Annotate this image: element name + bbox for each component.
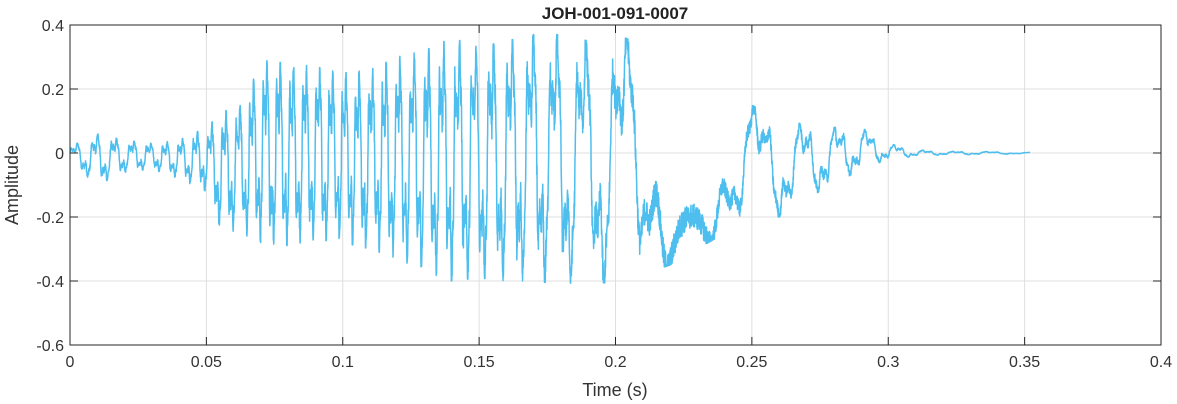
- x-tick-label: 0.25: [736, 354, 767, 371]
- x-tick-label: 0.3: [877, 354, 899, 371]
- y-tick-label: 0: [55, 146, 64, 163]
- y-tick-label: 0.4: [42, 18, 64, 35]
- x-tick-label: 0.35: [1009, 354, 1040, 371]
- x-tick-label: 0.4: [1150, 354, 1172, 371]
- x-tick-labels: 0 0.05 0.1 0.15 0.2 0.25 0.3 0.35 0.4: [66, 354, 1173, 371]
- y-axis-label: Amplitude: [2, 145, 22, 225]
- x-tick-label: 0: [66, 354, 75, 371]
- y-tick-label: -0.6: [36, 338, 64, 355]
- x-tick-label: 0.05: [191, 354, 222, 371]
- y-tick-labels: -0.6 -0.4 -0.2 0 0.2 0.4: [36, 18, 64, 355]
- chart-title: JOH-001-091-0007: [542, 4, 688, 23]
- y-tick-label: 0.2: [42, 82, 64, 99]
- x-tick-label: 0.15: [464, 354, 495, 371]
- x-axis-label: Time (s): [582, 380, 647, 400]
- amplitude-waveform: [69, 33, 1031, 284]
- y-tick-label: -0.4: [36, 274, 64, 291]
- y-tick-label: -0.2: [36, 210, 64, 227]
- axis-ticks: [69, 24, 1162, 346]
- x-tick-label: 0.1: [332, 354, 354, 371]
- x-tick-label: 0.2: [604, 354, 626, 371]
